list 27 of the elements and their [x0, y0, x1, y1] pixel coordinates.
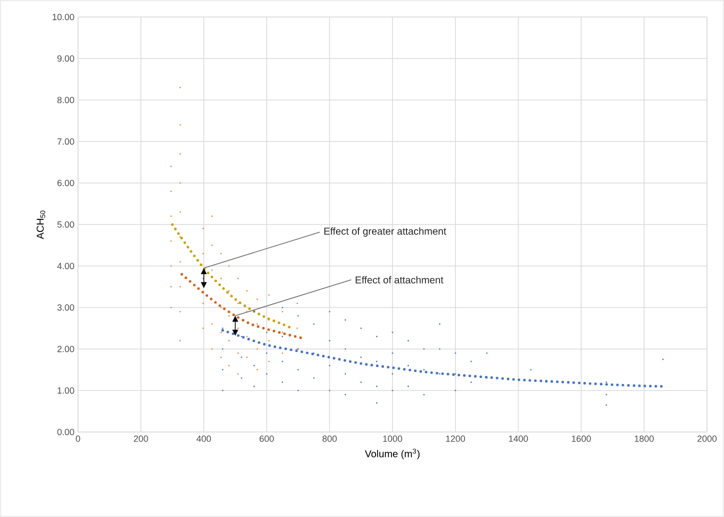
annotation: Effect of attachment — [356, 276, 444, 284]
y-tick-label: 6.00 — [57, 180, 74, 186]
y-tick-label: 8.00 — [57, 96, 74, 104]
x-axis-title: Volume (m$^{3}$) — [364, 448, 420, 460]
y-tick-label: 4.00 — [57, 262, 74, 270]
line-series — [171, 223, 294, 330]
x-tick-label: 1800 — [634, 436, 654, 442]
x-tick-label: 400 — [196, 436, 211, 442]
y-tick-label: 7.00 — [57, 138, 74, 145]
x-tick-label: 1400 — [509, 436, 528, 442]
y-tick-label: 2.00 — [57, 346, 74, 352]
y-tick-label: 0.00 — [57, 428, 74, 436]
x-tick-label: 1200 — [446, 436, 466, 442]
x-tick-label: 1600 — [572, 436, 591, 442]
x-tick-label: 2000 — [697, 436, 717, 442]
y-tick-label: 5.00 — [57, 221, 74, 228]
y-tick-label: 10.00 — [52, 14, 74, 20]
x-tick-label: 0 — [76, 436, 80, 442]
y-tick-label: 3.00 — [57, 304, 74, 311]
x-tick-label: 600 — [260, 436, 274, 442]
y-tick-label: 9.00 — [57, 55, 74, 62]
annotation: Effect of greater attachment — [324, 227, 446, 237]
x-tick-label: 800 — [322, 436, 337, 442]
y-axis-title: ACH$_{50}$ — [36, 210, 46, 240]
x-tick-label: 200 — [134, 436, 148, 442]
y-tick-label: 1.00 — [58, 387, 74, 394]
x-tick-label: 1000 — [383, 436, 402, 442]
